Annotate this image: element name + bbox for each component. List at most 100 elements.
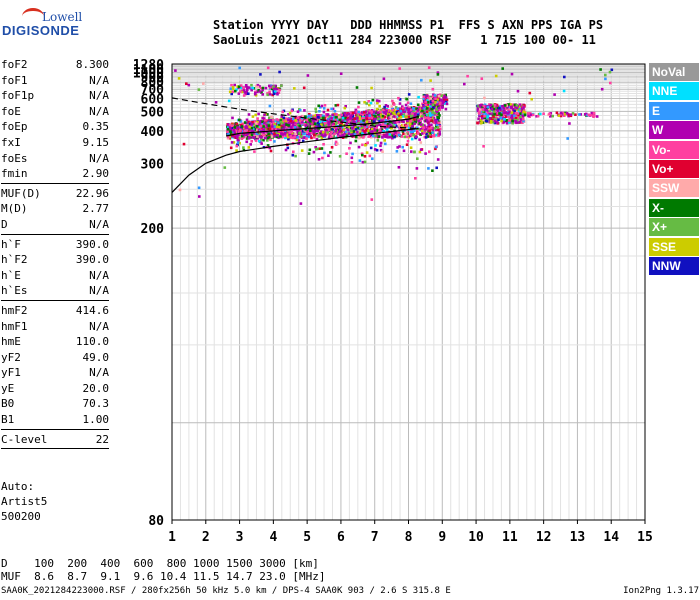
x-tick-label: 4 (269, 530, 277, 545)
echo-point (414, 112, 417, 115)
echo-point (483, 105, 487, 108)
echo-point (262, 125, 265, 128)
echo-point (272, 128, 276, 131)
echo-point (290, 127, 293, 130)
echo-point (331, 113, 334, 117)
echo-point (309, 135, 312, 138)
echo-point (312, 115, 316, 119)
echo-point (239, 90, 242, 93)
echo-point (358, 117, 362, 121)
echo-point (292, 122, 295, 126)
echo-point (436, 98, 439, 101)
echo-point (300, 135, 303, 138)
echo-point (355, 86, 359, 89)
param-name: foF1 (1, 73, 28, 87)
y-tick-label: 200 (141, 222, 165, 237)
echo-point (336, 133, 340, 136)
echo-point (520, 118, 523, 121)
echo-point (290, 125, 293, 129)
echo-point (397, 96, 400, 100)
echo-point (355, 119, 358, 123)
echo-point (311, 116, 314, 119)
echo-point (384, 104, 388, 107)
y-tick-label: 900 (141, 71, 165, 86)
echo-point (399, 115, 403, 119)
echo-point (415, 107, 418, 111)
echo-point (354, 128, 358, 131)
echo-point (356, 130, 359, 134)
echo-point (497, 118, 500, 121)
echo-point (329, 114, 333, 118)
echo-point (242, 146, 245, 149)
echo-point (427, 123, 430, 126)
echo-point (500, 119, 503, 123)
echo-point (492, 110, 496, 114)
param-value: 8.300 (75, 58, 109, 71)
param-separator (1, 233, 109, 235)
muf-table-muf-row: MUF 8.6 8.7 9.1 9.6 10.4 11.5 14.7 23.0 … (1, 570, 326, 583)
echo-point (287, 124, 290, 127)
echo-point (365, 118, 369, 122)
echo-point (375, 116, 379, 119)
echo-point (284, 123, 288, 126)
echo-point (273, 123, 276, 126)
echo-point (411, 112, 414, 115)
echo-point (268, 127, 272, 131)
echo-point (327, 128, 331, 132)
echo-point (370, 198, 374, 201)
echo-point (493, 119, 497, 123)
echo-point (278, 70, 281, 74)
echo-point (415, 167, 419, 170)
echo-point (370, 114, 374, 117)
echo-point (296, 132, 299, 135)
echo-point (405, 107, 409, 110)
echo-point (246, 130, 250, 133)
echo-point (341, 113, 345, 117)
echo-point (432, 133, 436, 136)
echo-point (320, 123, 323, 126)
legend-item-x-: X+ (649, 218, 699, 237)
echo-point (507, 119, 511, 122)
echo-point (280, 84, 283, 87)
echo-point (395, 150, 399, 153)
echo-point (258, 123, 261, 126)
echo-point (286, 130, 289, 134)
echo-point (496, 112, 500, 115)
echo-point (485, 109, 488, 112)
echo-point (423, 108, 427, 111)
echo-point (295, 138, 299, 142)
echo-point (424, 136, 428, 139)
echo-point (383, 117, 386, 121)
echo-point (325, 114, 328, 118)
echo-point (363, 160, 367, 164)
echo-point (245, 133, 248, 137)
echo-point (309, 122, 312, 126)
echo-point (359, 132, 362, 136)
x-tick-label: 13 (570, 530, 586, 545)
echo-point (375, 114, 379, 117)
x-tick-label: 9 (438, 530, 446, 545)
echo-point (502, 106, 505, 110)
echo-point (257, 125, 260, 129)
echo-point (412, 107, 415, 110)
echo-point (303, 136, 307, 139)
echo-point (365, 120, 369, 123)
echo-point (590, 111, 594, 115)
echo-point (284, 134, 287, 138)
y-tick-label: 500 (141, 105, 165, 120)
echo-point (259, 73, 262, 76)
echo-point (481, 110, 485, 113)
echo-point (367, 135, 370, 138)
echo-point (398, 102, 402, 105)
echo-point (354, 114, 358, 117)
echo-point (321, 114, 325, 118)
echo-point (437, 116, 440, 120)
echo-point (371, 133, 374, 136)
echo-point (395, 110, 399, 114)
echo-point (266, 113, 269, 116)
echo-point (240, 126, 243, 130)
echo-point (407, 108, 410, 111)
echo-point (407, 93, 411, 96)
echo-point (405, 135, 409, 139)
echo-point (247, 86, 251, 89)
